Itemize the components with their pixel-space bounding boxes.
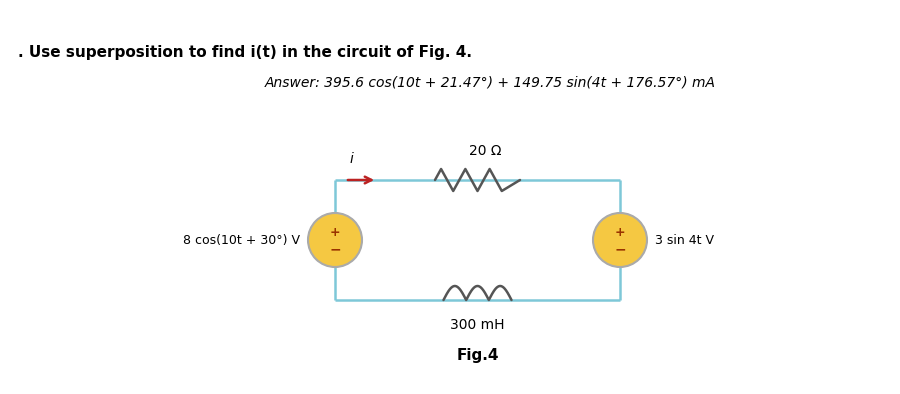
Text: −: −: [614, 242, 626, 256]
Circle shape: [593, 213, 647, 267]
Text: −: −: [329, 242, 341, 256]
Text: Fig.4: Fig.4: [456, 348, 499, 363]
Text: Answer: 395.6 cos(10t + 21.47°) + 149.75 sin(4t + 176.57°) mA: Answer: 395.6 cos(10t + 21.47°) + 149.75…: [265, 75, 716, 89]
Text: 3 sin 4t V: 3 sin 4t V: [655, 234, 714, 247]
Text: +: +: [615, 225, 626, 238]
Text: 8 cos(10t + 30°) V: 8 cos(10t + 30°) V: [183, 234, 300, 247]
Text: . Use superposition to find i(t) in the circuit of Fig. 4.: . Use superposition to find i(t) in the …: [18, 45, 472, 60]
Text: +: +: [329, 225, 340, 238]
Text: 300 mH: 300 mH: [450, 318, 505, 332]
Circle shape: [308, 213, 362, 267]
Text: i: i: [350, 152, 354, 166]
Text: 20 Ω: 20 Ω: [469, 144, 502, 158]
